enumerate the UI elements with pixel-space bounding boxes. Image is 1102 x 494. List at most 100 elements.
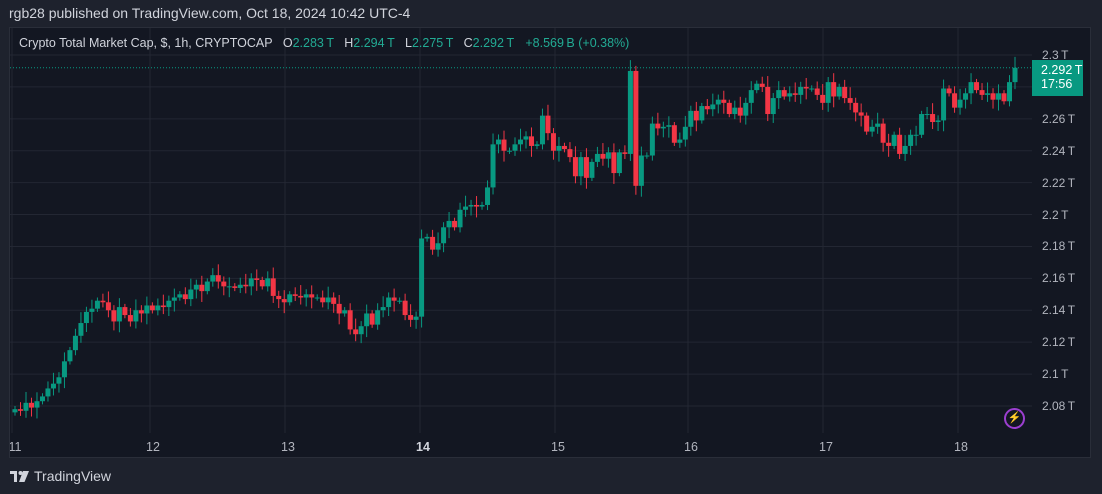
candle	[391, 288, 397, 312]
candle	[248, 273, 254, 296]
candle	[45, 381, 51, 402]
candle	[759, 76, 765, 93]
low-label: L	[404, 36, 412, 50]
candle	[886, 133, 892, 157]
candle	[600, 143, 606, 166]
candle	[660, 121, 666, 138]
candle	[847, 87, 853, 110]
candle	[550, 128, 556, 160]
candle	[320, 290, 326, 308]
candle	[523, 131, 529, 149]
candle	[325, 286, 331, 310]
candle	[567, 142, 573, 163]
chart-panel[interactable]: Crypto Total Market Cap, $, 1h, CRYPTOCA…	[9, 27, 1091, 458]
candle	[985, 82, 991, 102]
candle	[424, 233, 430, 242]
change-value: +8.569 B (+0.38%)	[525, 36, 630, 50]
candle	[457, 202, 463, 233]
candle	[974, 78, 980, 94]
candle	[402, 293, 408, 321]
candle	[853, 97, 859, 122]
candle	[166, 295, 172, 317]
candle	[435, 232, 441, 257]
candle	[968, 73, 974, 105]
candle	[930, 103, 936, 130]
candle	[781, 86, 787, 100]
candle	[111, 305, 117, 331]
candle	[479, 201, 485, 210]
candle	[116, 298, 122, 333]
candle	[715, 94, 721, 114]
close-value: 2.292 T	[472, 36, 514, 50]
candle	[34, 392, 40, 419]
candle	[919, 110, 925, 138]
bar-countdown: 17:56	[1041, 77, 1073, 91]
candle	[512, 137, 518, 156]
candle	[655, 112, 661, 136]
open-value: 2.283 T	[292, 36, 334, 50]
candle	[474, 196, 480, 218]
candle	[336, 294, 342, 325]
candle	[171, 288, 177, 312]
candle	[611, 143, 617, 184]
candle	[1001, 90, 1007, 105]
candle	[528, 127, 534, 157]
candle	[468, 199, 474, 216]
lightning-bolt-icon[interactable]: ⚡	[1004, 408, 1025, 429]
candle	[842, 79, 848, 104]
candle	[803, 77, 809, 100]
candle	[875, 112, 881, 134]
candle	[638, 146, 644, 197]
candle	[28, 397, 34, 417]
time-axis-label: 18	[954, 440, 968, 454]
candle	[386, 292, 392, 317]
tradingview-logo[interactable]: TradingView	[10, 468, 111, 484]
candle	[594, 146, 600, 168]
candle	[61, 352, 67, 389]
candle	[737, 96, 743, 123]
candle	[353, 318, 359, 342]
candle	[430, 229, 436, 255]
candle	[122, 303, 128, 319]
candle	[561, 142, 567, 153]
candle	[298, 285, 304, 305]
candle	[133, 299, 139, 329]
candle	[798, 81, 804, 104]
candle	[616, 149, 622, 177]
candle	[682, 115, 688, 147]
candle	[952, 86, 958, 113]
candle	[754, 80, 760, 94]
candle	[677, 132, 683, 148]
candle	[809, 85, 815, 92]
candle	[83, 306, 89, 332]
plot-area[interactable]: Crypto Total Market Cap, $, 1h, CRYPTOCA…	[10, 28, 1032, 457]
candle	[452, 217, 458, 231]
candle	[770, 92, 776, 123]
candle	[792, 82, 798, 102]
candle	[941, 79, 947, 132]
candle	[149, 302, 155, 314]
candle	[864, 112, 870, 135]
candle	[270, 267, 276, 303]
time-axis-label: 16	[684, 440, 698, 454]
candle	[897, 127, 903, 160]
candle	[292, 287, 298, 302]
candle	[210, 268, 216, 287]
candle	[254, 269, 260, 291]
candle	[836, 83, 842, 100]
candle	[358, 321, 364, 344]
candle	[935, 115, 941, 131]
price-axis-label: 2.22 T	[1042, 175, 1076, 190]
time-axis-label: 14	[416, 440, 430, 454]
candle	[39, 393, 45, 405]
price-axis-label: 2.18 T	[1042, 239, 1076, 254]
candle	[23, 391, 29, 418]
candle	[265, 271, 271, 292]
candle	[78, 312, 84, 343]
candle	[188, 278, 194, 307]
candle	[891, 131, 897, 150]
close-label: C	[463, 36, 473, 50]
candle	[787, 86, 793, 102]
candle	[50, 372, 56, 396]
candle	[309, 285, 315, 309]
